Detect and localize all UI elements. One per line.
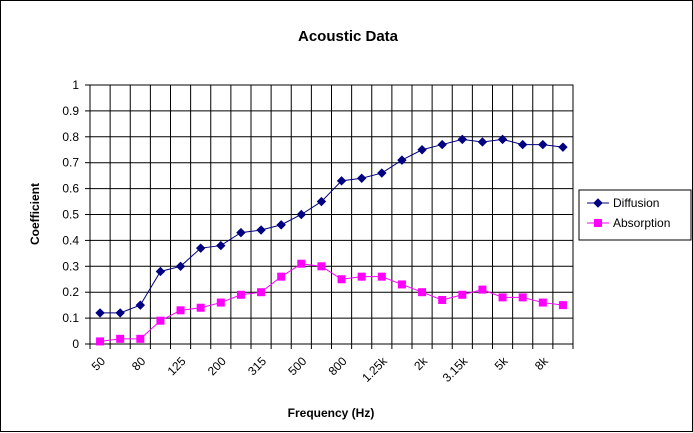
diffusion-data-point — [558, 142, 568, 152]
absorption-data-point — [156, 316, 165, 325]
y-tick-label: 0.8 — [62, 130, 79, 144]
diffusion-data-point — [195, 243, 206, 253]
absorption-data-point — [216, 298, 225, 307]
plot-border — [89, 84, 574, 345]
y-tick-label: 0.4 — [62, 233, 79, 247]
diffusion-data-point — [276, 220, 286, 230]
diffusion-data-point — [538, 139, 548, 150]
y-tick-label: 0 — [72, 337, 79, 351]
diffusion-data-point — [457, 134, 468, 145]
diffusion-data-point — [316, 196, 327, 207]
absorption-data-point — [357, 272, 366, 281]
y-axis-title: Coefficient — [28, 183, 42, 245]
absorption-data-point — [176, 306, 185, 315]
absorption-data-point — [397, 280, 406, 289]
absorption-data-point — [498, 293, 507, 302]
absorption-data-point — [136, 334, 145, 343]
chart-title: Acoustic Data — [298, 28, 399, 45]
x-tick-label: 2k — [411, 353, 431, 373]
absorption-data-point — [317, 262, 326, 271]
absorption-data-point — [236, 290, 245, 299]
diffusion-data-point — [155, 266, 166, 277]
absorption-data-point — [196, 303, 205, 312]
diffusion-data-point — [417, 145, 427, 155]
absorption-data-point — [518, 293, 527, 302]
diffusion-data-point — [477, 137, 488, 147]
y-tick-label: 0.7 — [62, 156, 79, 170]
x-axis-title: Frequency (Hz) — [288, 406, 375, 420]
absorption-data-point — [558, 301, 567, 310]
absorption-data-point — [458, 290, 467, 299]
diffusion-data-point — [95, 308, 105, 318]
diffusion-data-point — [437, 139, 447, 150]
legend-entry-diffusion: Diffusion — [613, 196, 659, 210]
absorption-data-point — [297, 259, 306, 268]
absorption-data-point — [96, 337, 105, 346]
legend-swatch-marker — [593, 198, 603, 208]
diffusion-data-point — [356, 173, 367, 183]
diffusion-data-point — [517, 139, 528, 150]
plot-area: 0 0.1 0.2 0.3 0.4 0.5 0.6 0.7 0.8 0.9 1 50 80 125 200 3… — [62, 78, 574, 385]
y-tick-label: 0.5 — [62, 208, 79, 222]
absorption-data-point — [538, 298, 547, 307]
x-tick-label: 50 — [89, 354, 109, 374]
x-tick-label: 500 — [285, 354, 309, 378]
y-tick-label: 1 — [72, 78, 79, 92]
absorption-data-point — [377, 272, 386, 281]
y-tick-label: 0.9 — [62, 104, 79, 118]
y-tick-label: 0.3 — [62, 259, 79, 273]
absorption-data-point — [478, 285, 487, 294]
diffusion-data-point — [397, 155, 407, 165]
absorption-data-point — [257, 288, 266, 297]
x-tick-label: 5k — [492, 353, 512, 373]
x-tick-label: 200 — [205, 354, 229, 378]
legend: Diffusion Absorption — [578, 189, 692, 241]
diffusion-data-point — [175, 261, 186, 272]
x-tick-label: 3.15k — [440, 353, 471, 384]
legend-box — [578, 189, 692, 241]
legend-swatch-marker — [594, 219, 602, 227]
y-tick-label: 0.2 — [62, 285, 79, 299]
absorption-data-point — [116, 334, 125, 343]
x-tick-label: 800 — [326, 354, 350, 378]
absorption-data-point — [438, 295, 447, 304]
x-tick-label: 315 — [245, 354, 269, 378]
absorption-data-point — [337, 275, 346, 284]
x-tick-label: 125 — [165, 354, 189, 378]
y-tick-label: 0.1 — [62, 311, 79, 325]
x-tick-label: 80 — [129, 354, 149, 374]
diffusion-data-point — [256, 225, 266, 235]
absorption-data-point — [277, 272, 286, 281]
diffusion-data-point — [115, 308, 125, 318]
x-tick-label: 1.25k — [359, 353, 390, 384]
x-tick-label: 8k — [532, 353, 552, 373]
diffusion-data-point — [135, 300, 146, 310]
diffusion-data-point — [296, 209, 307, 220]
diffusion-data-point — [336, 176, 347, 186]
legend-entry-absorption: Absorption — [613, 216, 670, 230]
y-tick-label: 0.6 — [62, 182, 79, 196]
diffusion-data-point — [236, 227, 246, 238]
absorption-data-point — [418, 288, 427, 297]
diffusion-data-point — [497, 134, 508, 145]
diffusion-data-point — [377, 168, 387, 178]
diffusion-data-point — [216, 240, 226, 251]
